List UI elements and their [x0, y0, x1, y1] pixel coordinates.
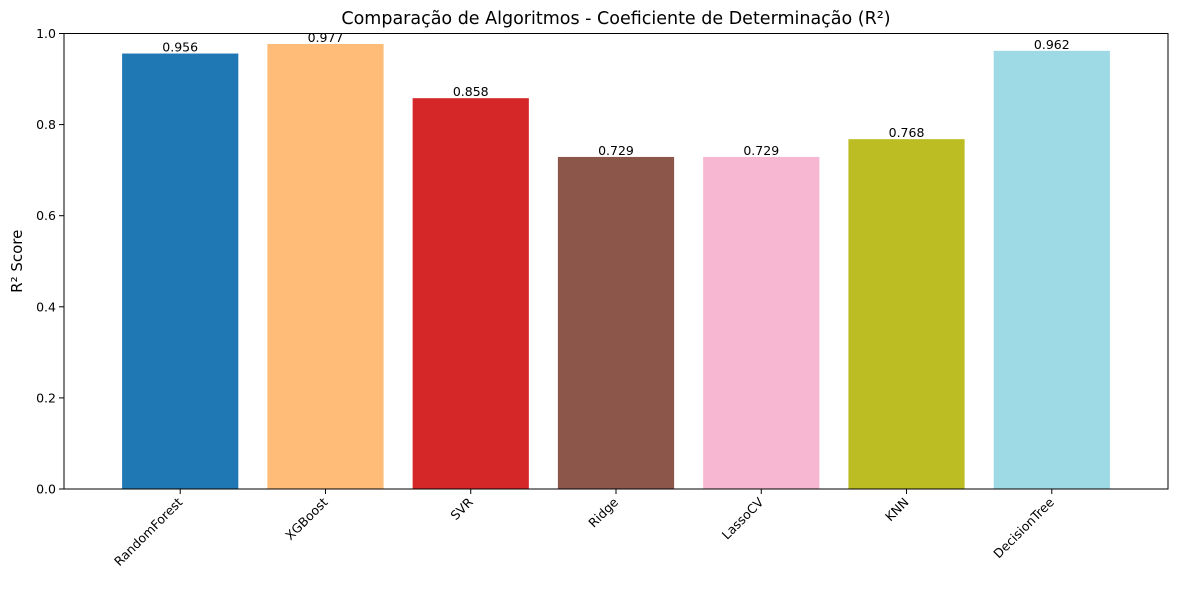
x-tick-label: KNN: [882, 495, 912, 525]
bar-value-label: 0.977: [308, 30, 344, 45]
y-axis-label: R² Score: [8, 230, 26, 293]
bar-decisiontree: [993, 50, 1110, 490]
y-axis: 0.0 0.2 0.4 0.6 0.8 1.0: [36, 26, 64, 497]
x-tick-label: XGBoost: [282, 494, 331, 543]
x-tick-label: LassoCV: [719, 494, 767, 542]
x-tick-label: RandomForest: [111, 494, 185, 568]
y-tick-label: 0.2: [36, 390, 56, 405]
x-tick-label: SVR: [447, 494, 476, 523]
bar-lassocv: [703, 156, 820, 490]
y-tick-label: 0.4: [36, 299, 56, 314]
x-tick-label: Ridge: [585, 494, 621, 530]
bar-knn: [848, 139, 965, 489]
plot-frame: [63, 33, 1169, 490]
bar-randomforest: [122, 53, 239, 490]
x-tick-label: DecisionTree: [990, 494, 1057, 561]
y-tick-label: 0.0: [36, 482, 56, 497]
y-tick-label: 0.6: [36, 208, 56, 223]
bar-value-label: 0.729: [743, 143, 779, 158]
bar-value-label: 0.858: [453, 84, 489, 99]
chart-title: Comparação de Algoritmos - Coeficiente d…: [341, 9, 890, 29]
y-tick-label: 0.8: [36, 117, 56, 132]
bar-value-label: 0.962: [1034, 37, 1070, 52]
x-axis: RandomForest XGBoost SVR Ridge LassoCV KNN Dec…: [111, 489, 1057, 569]
y-tick-label: 1.0: [36, 26, 56, 41]
bar-value-label: 0.956: [162, 40, 198, 55]
bar-value-label: 0.729: [598, 143, 634, 158]
bar-value-label: 0.768: [889, 125, 925, 140]
bar-xgboost: [267, 43, 384, 489]
bar-ridge: [557, 156, 675, 490]
bar-svr: [412, 98, 529, 489]
bars-layer: [122, 43, 1110, 490]
